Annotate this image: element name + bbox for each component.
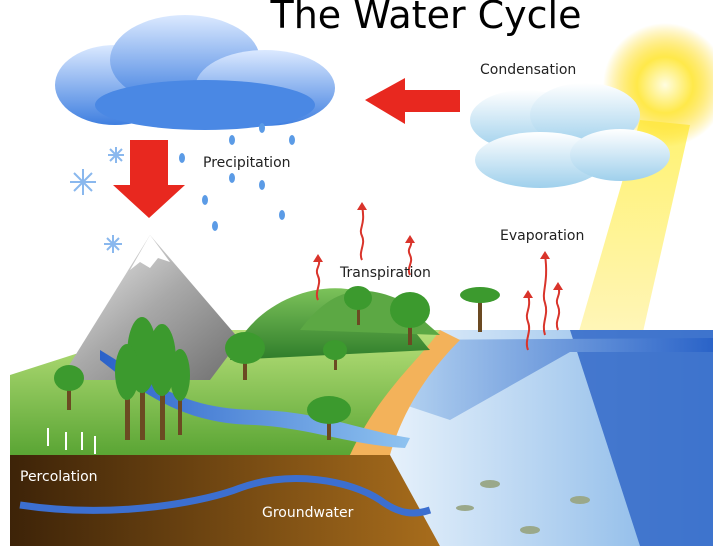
label-precipitation: Precipitation: [203, 155, 291, 171]
label-percolation: Percolation: [20, 469, 98, 485]
arrow-down: [113, 140, 185, 218]
arrow-left: [365, 78, 460, 124]
page: The Water Cycle: [0, 0, 713, 546]
title: The Water Cycle: [269, 0, 581, 37]
label-groundwater: Groundwater: [262, 505, 354, 521]
snowflakes: [70, 147, 124, 253]
label-evaporation: Evaporation: [500, 228, 584, 244]
label-condensation: Condensation: [480, 62, 576, 78]
label-transpiration: Transpiration: [339, 265, 431, 281]
water-cycle-diagram: The Water Cycle: [0, 0, 713, 546]
vapor-arrowheads: [313, 202, 563, 298]
raindrops: [179, 123, 295, 231]
